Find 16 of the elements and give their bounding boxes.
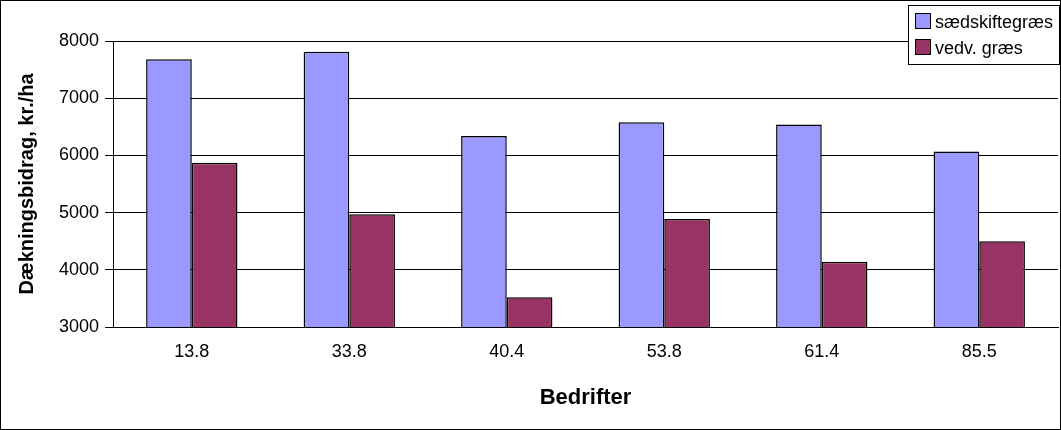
- y-tick-label: 3000: [59, 315, 100, 336]
- x-tick-label: 33.8: [331, 340, 367, 361]
- x-tick-label: 61.4: [804, 340, 840, 361]
- legend-label: vedv. græs: [933, 37, 1024, 60]
- x-axis-title: Bedrifter: [539, 383, 632, 409]
- y-tick-label: 6000: [59, 144, 100, 165]
- x-tick-label: 85.5: [961, 340, 997, 361]
- x-tick-label: 40.4: [489, 340, 525, 361]
- y-tick-label: 5000: [59, 201, 100, 222]
- y-axis-title: Dækningsbidrag, kr./ha: [14, 72, 37, 295]
- y-tick-label: 8000: [59, 29, 100, 50]
- x-tick-label: 53.8: [646, 340, 682, 361]
- y-tick-label: 7000: [59, 87, 100, 108]
- y-tick-label: 4000: [59, 258, 100, 279]
- legend-label: sædskiftegræs: [933, 11, 1053, 34]
- x-tick-label: 13.8: [174, 340, 210, 361]
